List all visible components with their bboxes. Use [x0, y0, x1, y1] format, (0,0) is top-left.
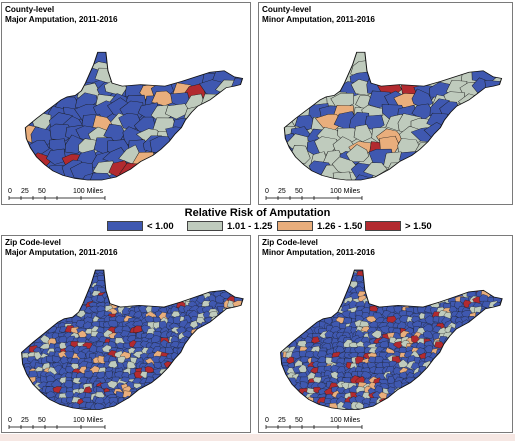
- region: [398, 371, 408, 379]
- region: [83, 370, 95, 379]
- map-county-minor: [283, 51, 503, 181]
- legend-swatch: [107, 221, 143, 231]
- scale-label-50: 50: [38, 188, 46, 195]
- scale-bar: 0 25 50 100 Miles: [265, 188, 363, 200]
- panel-title-line1: County-level: [262, 5, 312, 14]
- region: [89, 172, 114, 181]
- region: [189, 320, 199, 329]
- panel-title-line2: Major Amputation, 2011-2016: [5, 248, 118, 257]
- region: [335, 345, 345, 354]
- region: [75, 320, 86, 328]
- map-county-major: [24, 51, 244, 181]
- legend-label: > 1.50: [405, 220, 432, 232]
- region: [311, 336, 320, 344]
- panel-county-major: County-level Major Amputation, 2011-2016…: [1, 2, 251, 205]
- scale-label-100: 100 Miles: [330, 417, 360, 424]
- region: [424, 315, 435, 325]
- scale-label-50: 50: [295, 188, 303, 195]
- region: [183, 105, 211, 127]
- panel-zip-minor: Zip Code-level Minor Amputation, 2011-20…: [258, 235, 513, 433]
- region: [397, 321, 407, 329]
- legend: < 1.00 1.01 - 1.25 1.26 - 1.50 > 1.50: [0, 220, 515, 234]
- scale-label-25: 25: [278, 417, 286, 424]
- region: [222, 307, 233, 317]
- region: [150, 335, 161, 343]
- scale-label-100: 100 Miles: [73, 417, 103, 424]
- region: [345, 144, 370, 162]
- legend-swatch: [277, 221, 313, 231]
- panel-title-line2: Minor Amputation, 2011-2016: [262, 248, 375, 257]
- scale-label-0: 0: [8, 188, 12, 195]
- panel-zip-major: Zip Code-level Major Amputation, 2011-20…: [1, 235, 251, 433]
- map-zip-minor: [280, 269, 503, 410]
- panel-county-minor: County-level Minor Amputation, 2011-2016…: [258, 2, 513, 205]
- region: [324, 330, 336, 338]
- scale-label-0: 0: [265, 417, 269, 424]
- scale-label-25: 25: [278, 188, 286, 195]
- region: [151, 90, 179, 106]
- legend-label: < 1.00: [147, 220, 174, 232]
- legend-title: Relative Risk of Amputation: [184, 207, 331, 219]
- panel-title: County-level Major Amputation, 2011-2016: [5, 5, 118, 25]
- region: [133, 310, 143, 319]
- legend-label: 1.01 - 1.25: [227, 220, 273, 232]
- scale-label-50: 50: [295, 417, 303, 424]
- legend-swatch: [365, 221, 401, 231]
- region: [379, 340, 389, 349]
- map-zip-major: [21, 269, 244, 410]
- scale-bar: 0 25 50 100 Miles: [265, 417, 363, 429]
- region: [96, 295, 106, 303]
- region: [153, 361, 163, 369]
- panel-title-line1: Zip Code-level: [5, 238, 61, 247]
- panel-title-line2: Major Amputation, 2011-2016: [5, 15, 118, 24]
- scale-label-0: 0: [265, 188, 269, 195]
- region: [89, 344, 99, 353]
- region: [386, 162, 409, 181]
- scale-label-100: 100 Miles: [73, 188, 103, 195]
- scale-label-50: 50: [38, 417, 46, 424]
- region: [379, 325, 391, 334]
- region: [190, 328, 201, 337]
- scale-label-25: 25: [21, 188, 29, 195]
- region: [46, 148, 67, 165]
- region: [51, 355, 61, 364]
- region: [291, 351, 301, 360]
- panel-title: County-level Minor Amputation, 2011-2016: [262, 5, 375, 25]
- region: [299, 356, 310, 364]
- region: [88, 336, 101, 343]
- scale-label-100: 100 Miles: [330, 188, 360, 195]
- region: [484, 80, 502, 96]
- legend-item-lt-100: < 1.00: [107, 220, 174, 232]
- legend-item-gt-150: > 1.50: [365, 220, 432, 232]
- region: [422, 330, 434, 339]
- region: [107, 380, 118, 389]
- scale-label-25: 25: [21, 417, 29, 424]
- panel-title: Zip Code-level Major Amputation, 2011-20…: [5, 238, 118, 258]
- panel-title-line1: County-level: [5, 5, 55, 14]
- region: [83, 321, 92, 330]
- region: [305, 351, 315, 358]
- legend-label: 1.26 - 1.50: [317, 220, 363, 232]
- page-bottom-strip: [0, 434, 515, 441]
- region: [214, 294, 226, 304]
- region: [434, 341, 445, 349]
- legend-item-101-125: 1.01 - 1.25: [187, 220, 272, 232]
- region: [64, 350, 75, 359]
- panel-title-line2: Minor Amputation, 2011-2016: [262, 15, 375, 24]
- legend-item-126-150: 1.26 - 1.50: [277, 220, 362, 232]
- scale-bar: 0 25 50 100 Miles: [8, 417, 106, 429]
- region: [398, 359, 409, 368]
- scale-bar: 0 25 50 100 Miles: [8, 188, 106, 200]
- region: [165, 103, 191, 120]
- scale-label-0: 0: [8, 417, 12, 424]
- panel-title-line1: Zip Code-level: [262, 238, 318, 247]
- legend-swatch: [187, 221, 223, 231]
- region: [200, 93, 223, 111]
- region: [105, 370, 114, 379]
- region: [303, 396, 315, 405]
- region: [353, 124, 374, 143]
- panel-title: Zip Code-level Minor Amputation, 2011-20…: [262, 238, 375, 258]
